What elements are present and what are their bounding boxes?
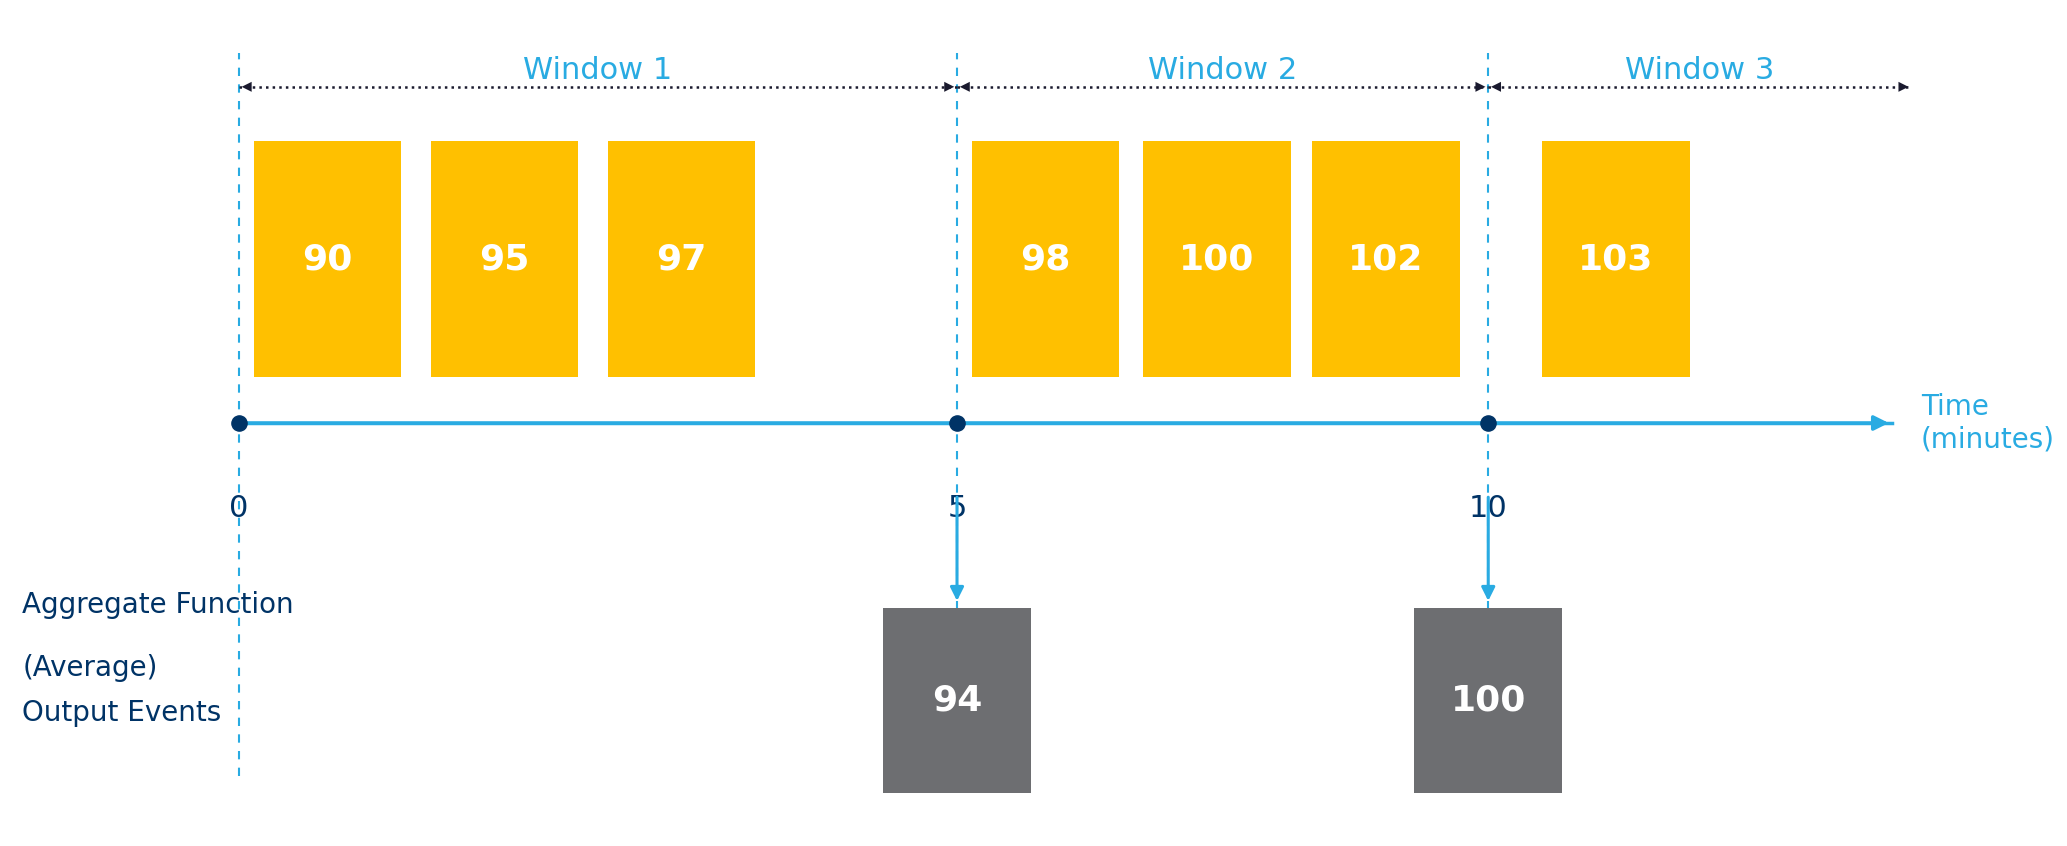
Text: (Average): (Average) [23,654,157,682]
Bar [608,141,754,376]
Text: 10: 10 [1470,494,1507,524]
Text: 90: 90 [302,242,353,276]
Text: Window 1: Window 1 [523,56,672,85]
Bar [1542,141,1691,376]
Text: Time
(minutes): Time (minutes) [1920,393,2055,453]
Point [1472,416,1505,430]
Text: 94: 94 [932,684,982,717]
Text: 103: 103 [1579,242,1654,276]
Text: 100: 100 [1178,242,1255,276]
Point [223,416,256,430]
Bar [1143,141,1290,376]
Text: Aggregate Function: Aggregate Function [23,591,294,619]
Text: 98: 98 [1021,242,1071,276]
Text: Window 2: Window 2 [1147,56,1298,85]
Bar [883,608,1031,793]
Bar [1414,608,1563,793]
Text: 95: 95 [480,242,529,276]
Text: Window 3: Window 3 [1625,56,1773,85]
Text: 97: 97 [657,242,707,276]
Text: 102: 102 [1348,242,1424,276]
Text: Output Events: Output Events [23,699,221,727]
Point [940,416,974,430]
Bar [1313,141,1459,376]
Text: 5: 5 [947,494,967,524]
Bar [254,141,401,376]
Text: 0: 0 [229,494,248,524]
Text: 100: 100 [1451,684,1525,717]
Bar [971,141,1120,376]
Bar [430,141,579,376]
